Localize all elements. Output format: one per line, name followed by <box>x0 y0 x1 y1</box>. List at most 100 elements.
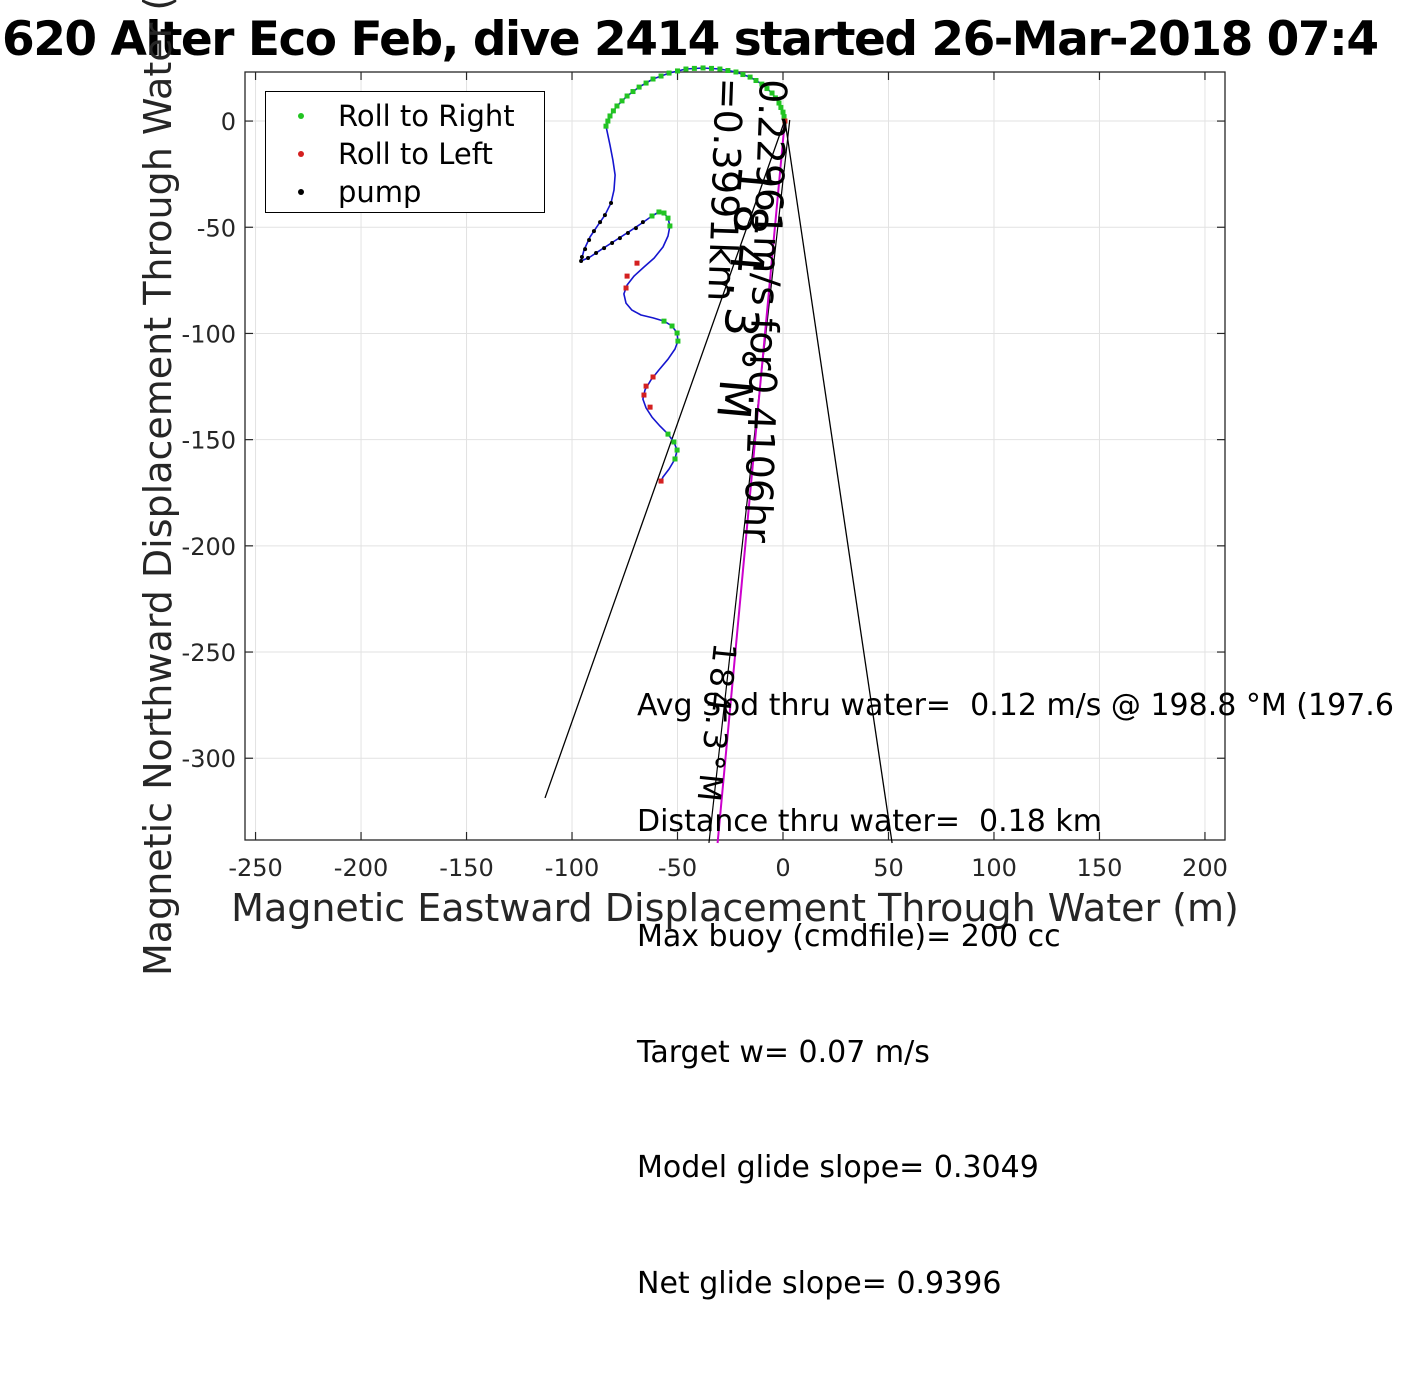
dive-stats-block: Avg Spd thru water= 0.12 m/s @ 198.8 °M … <box>637 610 1394 1380</box>
roll-to-left-marker <box>643 383 649 389</box>
pump-marker <box>610 240 615 245</box>
roll-to-right-marker <box>683 66 689 72</box>
stat-avg-speed: Avg Spd thru water= 0.12 m/s @ 198.8 °M … <box>637 688 1394 723</box>
roll-to-right-marker <box>619 98 625 104</box>
figure: -250 -200 -150 -100 -50 0 50 100 150 200 0 -50 -100 -… <box>2 0 1394 1301</box>
x-tick-label: -100 <box>545 854 599 882</box>
roll-to-right-marker <box>624 93 630 99</box>
x-tick-label: -50 <box>658 854 697 882</box>
roll-to-left-marker <box>641 392 647 398</box>
roll-to-left-marker <box>623 285 629 291</box>
pump-marker <box>625 230 630 235</box>
roll-to-right-marker <box>740 72 746 78</box>
roll-to-right-marker <box>610 108 616 114</box>
roll-to-right-marker <box>665 215 671 221</box>
pump-marker <box>583 247 588 252</box>
pump-marker <box>579 259 584 264</box>
stat-model-glide: Model glide slope= 0.3049 <box>637 1150 1039 1185</box>
roll-to-right-marker <box>753 77 759 83</box>
x-tick-label: 0 <box>775 854 790 882</box>
roll-to-right-marker <box>674 330 680 336</box>
roll-to-right-marker <box>781 114 787 120</box>
x-tick-label: 150 <box>1077 854 1123 882</box>
roll-to-right-marker <box>675 68 681 74</box>
y-tick-label: -100 <box>182 320 236 348</box>
y-tick-label: -200 <box>182 533 236 561</box>
pump-marker <box>640 220 645 225</box>
roll-to-right-marker <box>747 74 753 80</box>
net-displacement-black <box>708 119 791 844</box>
roll-to-right-marker <box>667 223 673 229</box>
roll-to-right-marker <box>603 123 609 129</box>
roll-to-right-marker <box>764 86 770 92</box>
roll-to-left-marker <box>634 260 640 266</box>
y-tick-label: -250 <box>182 639 236 667</box>
x-tick-label: 200 <box>1182 854 1228 882</box>
roll-to-right-marker <box>772 95 778 101</box>
roll-to-right-marker <box>675 338 681 344</box>
x-tick-label: -150 <box>439 854 493 882</box>
y-tick-label: -300 <box>182 745 236 773</box>
x-tick-label: 100 <box>971 854 1017 882</box>
roll-to-left-marker <box>658 478 664 484</box>
roll-right-marker-icon <box>298 113 304 119</box>
roll-to-right-marker <box>671 439 677 445</box>
roll-to-right-marker <box>708 65 714 71</box>
roll-to-right-marker <box>691 65 697 71</box>
legend-label: Roll to Right <box>338 99 515 133</box>
legend-label: Roll to Left <box>338 137 493 171</box>
roll-to-right-marker <box>614 103 620 109</box>
legend-label: pump <box>338 175 422 209</box>
roll-to-right-marker <box>661 318 667 324</box>
bearing-fan-right <box>784 119 893 844</box>
bearing-fan-left <box>544 119 786 799</box>
y-tick-label: -50 <box>197 214 236 242</box>
roll-left-marker-icon <box>298 151 304 157</box>
roll-to-right-marker <box>717 66 723 72</box>
roll-to-right-marker <box>656 209 662 215</box>
roll-to-left-marker <box>647 404 653 410</box>
roll-to-right-marker <box>630 89 636 95</box>
figure-title: 620 Alter Eco Feb, dive 2414 started 26-… <box>2 12 1379 67</box>
pump-marker <box>591 229 596 234</box>
roll-to-left-marker <box>624 273 630 279</box>
roll-to-right-marker <box>674 447 680 453</box>
roll-to-right-marker <box>607 113 613 119</box>
roll-to-right-marker <box>649 213 655 219</box>
pump-marker <box>617 236 622 241</box>
x-tick-label: -200 <box>334 854 388 882</box>
roll-to-right-marker <box>700 65 706 71</box>
pump-marker <box>587 238 592 242</box>
legend-entry-roll-right: Roll to Right <box>266 97 544 135</box>
pump-marker <box>602 246 607 251</box>
roll-to-right-marker <box>725 68 731 74</box>
pump-marker <box>602 213 607 218</box>
stat-target-w: Target w= 0.07 m/s <box>637 1034 930 1070</box>
roll-to-right-marker <box>665 431 671 437</box>
roll-to-right-marker <box>769 90 775 96</box>
pump-marker <box>633 226 638 231</box>
x-axis-label: Magnetic Eastward Displacement Through W… <box>231 886 1239 930</box>
pump-marker-icon <box>298 189 304 195</box>
roll-to-right-marker <box>650 76 656 82</box>
stat-max-buoy: Max buoy (cmdfile)= 200 cc <box>637 919 1061 954</box>
roll-to-right-marker <box>759 81 765 87</box>
roll-to-right-marker <box>669 323 675 329</box>
roll-to-left-marker <box>650 374 656 380</box>
x-tick-label: -250 <box>228 854 282 882</box>
pump-marker <box>594 250 599 255</box>
y-tick-label: -150 <box>182 427 236 455</box>
roll-to-right-marker <box>778 104 784 110</box>
roll-to-right-marker <box>643 80 649 86</box>
pump-marker <box>579 254 584 259</box>
stat-distance: Distance thru water= 0.18 km <box>637 803 1102 839</box>
legend: Roll to Right Roll to Left pump <box>265 91 545 213</box>
roll-to-left-marker <box>782 118 788 124</box>
roll-to-right-marker <box>661 210 667 216</box>
roll-to-right-marker <box>733 69 739 75</box>
pump-marker <box>609 201 614 206</box>
roll-to-right-marker <box>605 118 611 124</box>
legend-entry-roll-left: Roll to Left <box>266 135 544 173</box>
roll-to-right-marker <box>666 70 672 76</box>
x-tick-label: 50 <box>873 854 904 882</box>
